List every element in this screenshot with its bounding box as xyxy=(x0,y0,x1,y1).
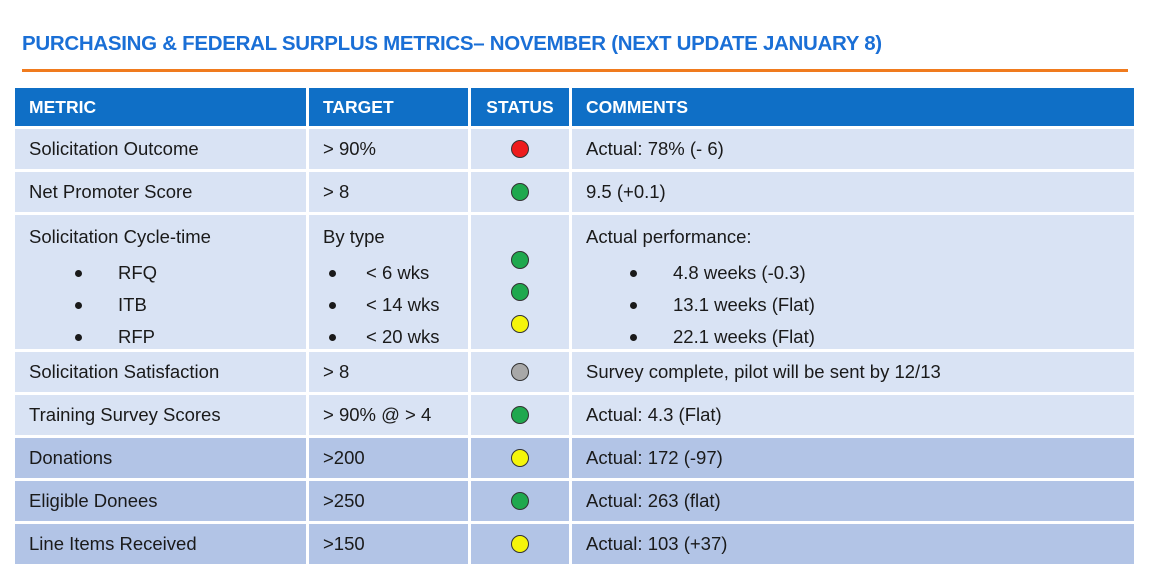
table-row: Solicitation Outcome > 90% Actual: 78% (… xyxy=(15,129,1134,172)
table-row: Training Survey Scores > 90% @ > 4 Actua… xyxy=(15,395,1134,438)
status-cell xyxy=(471,352,572,395)
target-sub-label: < 14 wks xyxy=(366,294,440,315)
metrics-table: METRIC TARGET STATUS COMMENTS Solicitati… xyxy=(15,88,1134,567)
target-cell: > 8 xyxy=(309,172,471,215)
metric-sub-item: RFQ xyxy=(29,257,306,289)
bullet-icon xyxy=(75,269,82,277)
target-cell: By type < 6 wks < 14 wks < 20 wks xyxy=(309,215,471,352)
metric-sub-item: RFP xyxy=(29,321,306,353)
metric-cell: Solicitation Satisfaction xyxy=(15,352,309,395)
status-indicator-icon xyxy=(511,283,529,301)
metric-cell: Line Items Received xyxy=(15,524,309,567)
comment-cell: Actual: 4.3 (Flat) xyxy=(572,395,1134,438)
table-row: Net Promoter Score > 8 9.5 (+0.1) xyxy=(15,172,1134,215)
target-cell: > 90% xyxy=(309,129,471,172)
target-sub-item: < 6 wks xyxy=(323,257,468,289)
metric-sub-label: RFP xyxy=(118,326,155,347)
metric-cell: Solicitation Cycle-time RFQ ITB RFP xyxy=(15,215,309,352)
comment-cell: Actual performance: 4.8 weeks (-0.3) 13.… xyxy=(572,215,1134,352)
comment-cell: Actual: 172 (-97) xyxy=(572,438,1134,481)
bullet-icon xyxy=(630,269,637,277)
target-main: By type xyxy=(323,226,385,247)
header-status: STATUS xyxy=(471,88,572,129)
bullet-icon xyxy=(630,301,637,309)
status-cell xyxy=(471,215,572,352)
table-header-row: METRIC TARGET STATUS COMMENTS xyxy=(15,88,1134,129)
status-indicator-icon xyxy=(511,449,529,467)
status-cell xyxy=(471,129,572,172)
status-cell xyxy=(471,481,572,524)
metric-cell: Net Promoter Score xyxy=(15,172,309,215)
target-cell: > 90% @ > 4 xyxy=(309,395,471,438)
comment-cell: Survey complete, pilot will be sent by 1… xyxy=(572,352,1134,395)
target-cell: >150 xyxy=(309,524,471,567)
comment-sub-label: 22.1 weeks (Flat) xyxy=(673,326,815,347)
comment-cell: 9.5 (+0.1) xyxy=(572,172,1134,215)
table-row: Eligible Donees >250 Actual: 263 (flat) xyxy=(15,481,1134,524)
comment-cell: Actual: 263 (flat) xyxy=(572,481,1134,524)
comment-sub-label: 13.1 weeks (Flat) xyxy=(673,294,815,315)
table-row: Solicitation Cycle-time RFQ ITB RFP By t… xyxy=(15,215,1134,352)
comment-sub-item: 4.8 weeks (-0.3) xyxy=(586,257,1134,289)
metric-cell: Donations xyxy=(15,438,309,481)
comment-main: Actual performance: xyxy=(586,226,752,247)
target-cell: >250 xyxy=(309,481,471,524)
target-sub-label: < 20 wks xyxy=(366,326,440,347)
header-target: TARGET xyxy=(309,88,471,129)
status-indicator-icon xyxy=(511,535,529,553)
metric-sub-label: RFQ xyxy=(118,262,158,283)
header-metric: METRIC xyxy=(15,88,309,129)
status-indicator-icon xyxy=(511,492,529,510)
bullet-icon xyxy=(329,333,336,341)
target-cell: > 8 xyxy=(309,352,471,395)
status-cell xyxy=(471,524,572,567)
target-sub-item: < 14 wks xyxy=(323,289,468,321)
target-sub-item: < 20 wks xyxy=(323,321,468,353)
target-cell: >200 xyxy=(309,438,471,481)
status-indicator-icon xyxy=(511,315,529,333)
comment-cell: Actual: 78% (- 6) xyxy=(572,129,1134,172)
table-row: Solicitation Satisfaction > 8 Survey com… xyxy=(15,352,1134,395)
metric-cell: Eligible Donees xyxy=(15,481,309,524)
bullet-icon xyxy=(75,301,82,309)
title-underline xyxy=(22,69,1128,72)
metric-sub-label: ITB xyxy=(118,294,147,315)
status-indicator-icon xyxy=(511,406,529,424)
status-indicator-icon xyxy=(511,183,529,201)
metric-main: Solicitation Cycle-time xyxy=(29,226,211,247)
table-row: Line Items Received >150 Actual: 103 (+3… xyxy=(15,524,1134,567)
status-cell xyxy=(471,438,572,481)
comment-sub-label: 4.8 weeks (-0.3) xyxy=(673,262,806,283)
status-indicator-icon xyxy=(511,140,529,158)
metric-cell: Solicitation Outcome xyxy=(15,129,309,172)
bullet-icon xyxy=(630,333,637,341)
target-sub-label: < 6 wks xyxy=(366,262,430,283)
status-indicator-icon xyxy=(511,363,529,381)
table-row: Donations >200 Actual: 172 (-97) xyxy=(15,438,1134,481)
metric-cell: Training Survey Scores xyxy=(15,395,309,438)
metric-sub-item: ITB xyxy=(29,289,306,321)
bullet-icon xyxy=(329,269,336,277)
page-title: PURCHASING & FEDERAL SURPLUS METRICS– NO… xyxy=(22,32,882,55)
comment-sub-item: 13.1 weeks (Flat) xyxy=(586,289,1134,321)
status-cell xyxy=(471,395,572,438)
status-cell xyxy=(471,172,572,215)
header-comments: COMMENTS xyxy=(572,88,1134,129)
comment-cell: Actual: 103 (+37) xyxy=(572,524,1134,567)
comment-sub-item: 22.1 weeks (Flat) xyxy=(586,321,1134,353)
status-indicator-icon xyxy=(511,251,529,269)
bullet-icon xyxy=(329,301,336,309)
bullet-icon xyxy=(75,333,82,341)
